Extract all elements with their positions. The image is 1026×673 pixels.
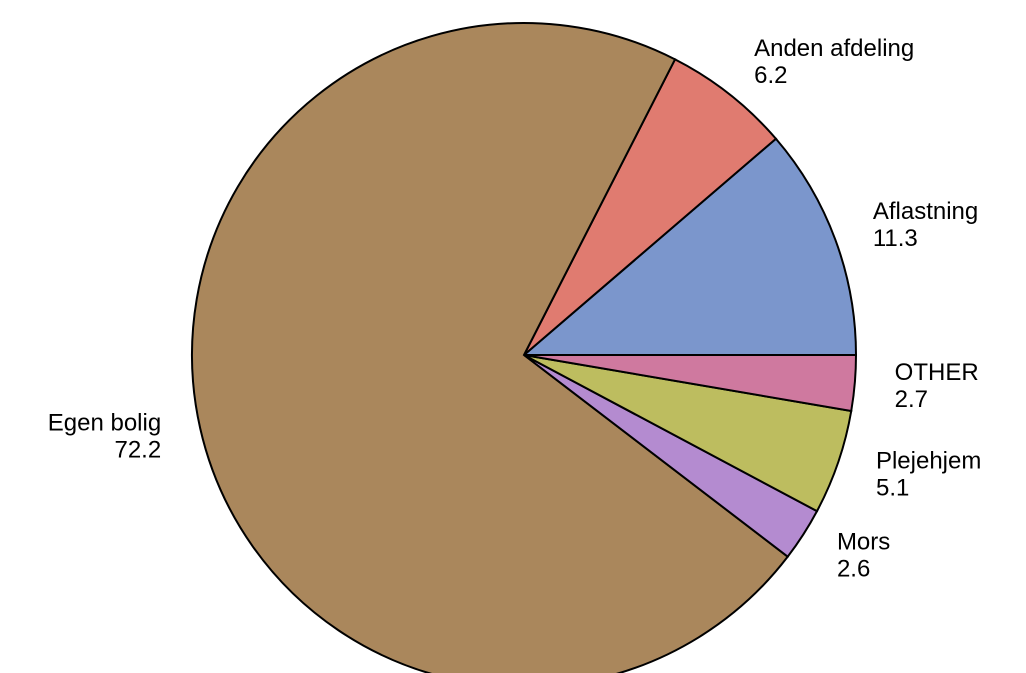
slice-value: 2.7 xyxy=(895,386,928,413)
slice-label: Plejehjem xyxy=(876,448,981,475)
pie-slice xyxy=(523,354,858,413)
slice-value: 11.3 xyxy=(873,225,918,252)
slice-value: 2.6 xyxy=(837,555,870,582)
pie-slice xyxy=(521,137,858,356)
pie-slice xyxy=(191,22,790,673)
slice-label: Mors xyxy=(837,528,890,555)
slice-value: 6.2 xyxy=(754,62,787,89)
slice-label: OTHER xyxy=(895,359,979,386)
slice-value: 72.2 xyxy=(114,437,161,464)
slice-value: 5.1 xyxy=(876,475,909,502)
slice-label: Aflastning xyxy=(873,198,978,225)
slice-label: Egen bolig xyxy=(48,410,161,437)
pie-slice xyxy=(523,58,778,356)
slice-label: Anden afdeling xyxy=(754,35,914,62)
